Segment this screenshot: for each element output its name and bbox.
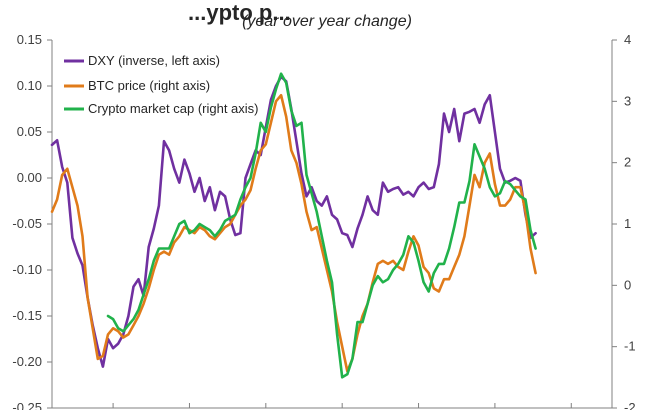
right-tick-label: -2 [624, 400, 636, 410]
legend: DXY (inverse, left axis) BTC price (righ… [64, 53, 259, 116]
series-line-dxy [50, 75, 537, 368]
legend-label-dxy: DXY (inverse, left axis) [88, 53, 220, 68]
left-tick-label: -0.20 [12, 354, 42, 369]
legend-label-crypto: Crypto market cap (right axis) [88, 101, 259, 116]
right-tick-label: -1 [624, 339, 636, 354]
series-line-btc [50, 93, 537, 373]
left-tick-label: 0.15 [17, 32, 42, 47]
chart-title: ...ypto p... [188, 0, 291, 25]
axes: 0.15 0.10 0.05 0.00 -0.05 -0.10 -0.15 -0.20 -0.2… [12, 32, 635, 410]
left-tick-label: 0.05 [17, 124, 42, 139]
legend-label-btc: BTC price (right axis) [88, 78, 210, 93]
legend-entry-btc: BTC price (right axis) [64, 78, 210, 93]
right-tick-label: 3 [624, 93, 631, 108]
right-tick-label: 2 [624, 155, 631, 170]
left-tick-label: -0.05 [12, 216, 42, 231]
legend-entry-crypto: Crypto market cap (right axis) [64, 101, 259, 116]
chart-subtitle: (year over year change) [242, 13, 412, 30]
left-tick-label: 0.00 [17, 170, 42, 185]
right-tick-label: 0 [624, 277, 631, 292]
right-tick-label: 4 [624, 32, 631, 47]
right-tick-label: 1 [624, 216, 631, 231]
left-tick-label: -0.15 [12, 308, 42, 323]
left-tick-label: -0.10 [12, 262, 42, 277]
series-line-crypto [106, 72, 537, 379]
series-layer [50, 72, 537, 379]
left-tick-label: 0.10 [17, 78, 42, 93]
left-tick-label: -0.25 [12, 400, 42, 410]
legend-entry-dxy: DXY (inverse, left axis) [64, 53, 220, 68]
